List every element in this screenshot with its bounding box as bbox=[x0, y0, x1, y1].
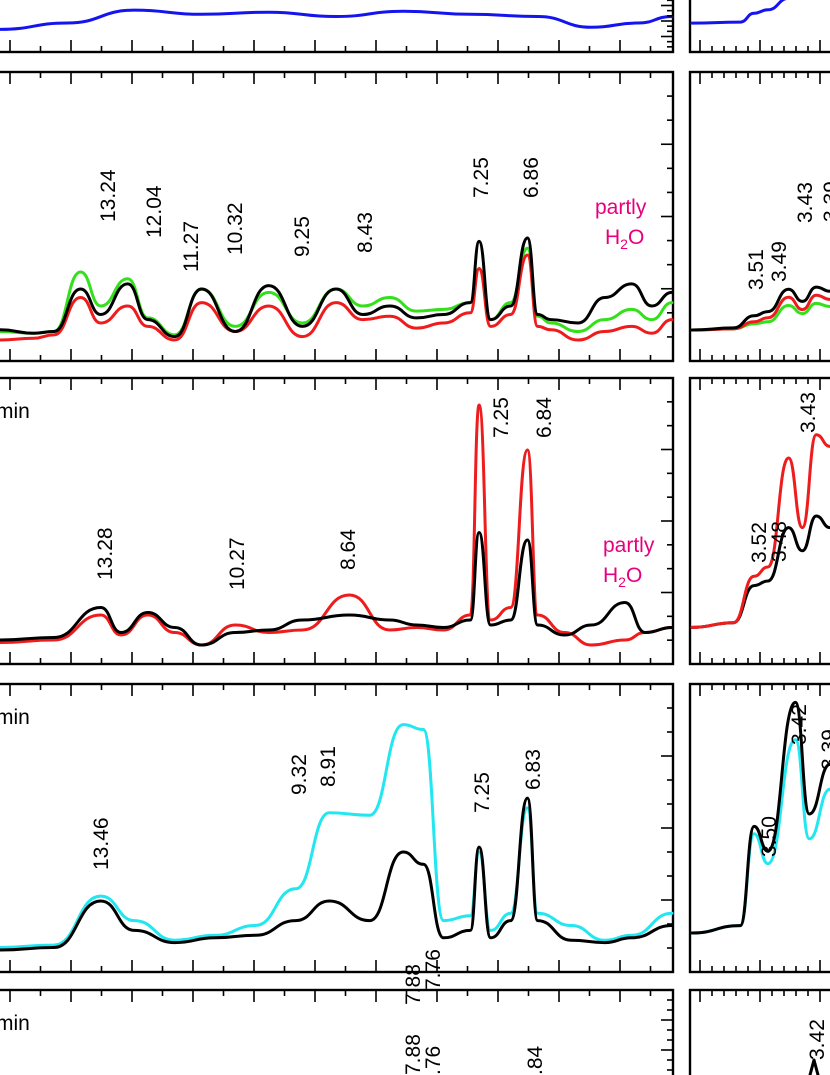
panel-3-black-trace bbox=[0, 531, 674, 647]
panel-5-peak-label: 7.88 bbox=[402, 1034, 425, 1075]
panel-4-cyan-trace bbox=[0, 723, 674, 949]
panel-2-peak-label: 7.25 bbox=[470, 157, 493, 198]
panel-3-right-peak-label: 3.43 bbox=[797, 392, 820, 433]
panel-4: min 13.46 9.32 8.91 7.88 7.76 7.25 6.83 … bbox=[0, 682, 830, 1005]
panel-5-peak-label: .76 bbox=[422, 1046, 445, 1075]
panel-3-left-frame bbox=[0, 376, 675, 666]
panel-3-right-peak-label: 3.48 bbox=[768, 521, 791, 562]
panel-2: 13.24 12.04 11.27 10.32 9.25 8.43 7.25 6… bbox=[0, 70, 830, 363]
panel-3-peak-label: 8.64 bbox=[337, 529, 360, 570]
panel-4-right-peak-label: 3.39 bbox=[818, 729, 830, 770]
panel-3-note-partly: partly bbox=[603, 534, 655, 557]
panel-5-right-frame bbox=[688, 988, 830, 1075]
panel-3-right-frame bbox=[688, 376, 830, 666]
panel-3-time-label: min bbox=[0, 400, 30, 423]
panel-5-time-label: min bbox=[0, 1012, 30, 1035]
panel-2-peak-label: 13.24 bbox=[97, 169, 120, 222]
panel-2-green-trace-right bbox=[690, 301, 830, 332]
panel-3-peak-label: 7.25 bbox=[490, 397, 513, 438]
panel-5-black-trace-right bbox=[808, 1058, 820, 1075]
panel-2-peak-label: 8.43 bbox=[354, 212, 377, 253]
panel-4-peak-label: 7.88 bbox=[402, 964, 425, 1005]
panel-3-right-peak-label: 3.52 bbox=[748, 522, 771, 563]
axis-ticks bbox=[9, 0, 821, 1071]
panel-2-right-peak-label: 3.39 bbox=[820, 181, 830, 222]
panel-2-right-peak-label: 3.49 bbox=[768, 241, 791, 282]
panel-4-right-peak-label: 3.42 bbox=[788, 704, 811, 745]
panel-2-red-trace bbox=[0, 253, 674, 342]
panel-2-peak-label: 6.86 bbox=[520, 157, 543, 198]
panel-4-peak-label: 6.83 bbox=[522, 749, 545, 790]
panel-1-blue-trace-right bbox=[690, 0, 788, 25]
panel-4-peak-label: 7.25 bbox=[471, 772, 494, 813]
panel-2-peak-label: 12.04 bbox=[143, 185, 166, 238]
panel-1-blue-trace bbox=[0, 8, 674, 31]
panel-3-note-water: H2O bbox=[603, 564, 642, 590]
panel-5-right-peak-label: 3.42 bbox=[806, 1019, 829, 1060]
panel-3-red-trace bbox=[0, 403, 674, 647]
panel-4-right-frame bbox=[688, 682, 830, 974]
panel-4-black-trace bbox=[0, 796, 674, 952]
panel-4-peak-label: 7.76 bbox=[422, 949, 445, 990]
panel-5-left-frame bbox=[0, 988, 675, 1075]
panel-2-black-trace-right bbox=[690, 285, 830, 332]
panel-4-peak-label: 8.91 bbox=[317, 746, 340, 787]
panel-1-right-frame bbox=[688, 0, 830, 54]
panel-3-peak-label: 10.27 bbox=[226, 537, 249, 590]
panel-4-peak-label: 9.32 bbox=[288, 754, 311, 795]
panel-1 bbox=[0, 0, 830, 54]
panel-2-peak-label: 10.32 bbox=[224, 202, 247, 255]
panel-5-peak-label: .84 bbox=[524, 1045, 547, 1075]
panel-2-green-trace bbox=[0, 246, 674, 337]
panel-2-right-peak-label: 3.43 bbox=[794, 182, 817, 223]
panel-4-black-trace-right bbox=[690, 700, 830, 935]
panel-2-peak-label: 11.27 bbox=[180, 221, 203, 272]
panel-2-note-water: H2O bbox=[605, 226, 644, 252]
panel-4-peak-label: 13.46 bbox=[90, 817, 113, 870]
panel-4-time-label: min bbox=[0, 706, 30, 729]
panel-3-peak-label: 6.84 bbox=[533, 397, 556, 438]
panel-2-right-peak-label: 3.51 bbox=[745, 249, 768, 290]
panel-2-right-frame bbox=[688, 70, 830, 363]
panel-2-peak-label: 9.25 bbox=[291, 216, 314, 257]
panel-3-peak-label: 13.28 bbox=[94, 527, 117, 580]
panel-3: min 13.28 10.27 8.64 7.25 6.84 3.52 3.48… bbox=[0, 376, 830, 666]
panel-3-red-trace-right bbox=[690, 433, 830, 629]
panel-2-black-trace bbox=[0, 236, 674, 339]
panel-2-note-partly: partly bbox=[595, 196, 647, 219]
panel-4-right-peak-label: 3.50 bbox=[758, 816, 781, 857]
